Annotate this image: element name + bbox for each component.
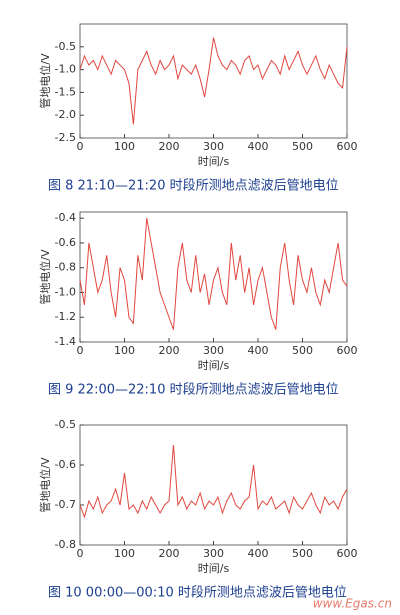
x-tick-label: 200 (159, 344, 180, 357)
y-tick-label: -1.0 (55, 285, 76, 298)
plot-frame (79, 211, 348, 343)
x-axis-label: 时间/s (198, 359, 230, 372)
x-tick-label: 500 (292, 547, 313, 560)
y-tick-label: -2.5 (55, 131, 76, 144)
y-tick-label: -0.8 (55, 538, 76, 551)
watermark: www.Egas.cn (313, 597, 392, 611)
x-tick-label: 0 (77, 547, 84, 560)
data-line (79, 37, 348, 125)
x-tick-label: 300 (203, 140, 224, 153)
caption: 图 10 00:00—00:10 时段所测地点滤波后管地电位 (48, 586, 347, 601)
x-tick-label: 0 (77, 344, 84, 357)
y-tick-label: -0.7 (55, 498, 76, 511)
y-tick-label: -0.5 (55, 40, 76, 53)
x-tick-label: 400 (248, 140, 269, 153)
x-axis-label: 时间/s (198, 155, 230, 168)
x-axis-label: 时间/s (198, 562, 230, 575)
data-line (79, 218, 348, 330)
y-axis-label: 管地电位/V (38, 249, 52, 305)
y-tick-label: -2.0 (55, 108, 76, 121)
y-tick-label: -0.5 (55, 418, 76, 431)
x-tick-label: 100 (114, 547, 135, 560)
x-tick-label: 300 (203, 547, 224, 560)
x-tick-label: 0 (77, 140, 84, 153)
y-tick-label: -1.2 (55, 310, 76, 323)
x-tick-label: 200 (159, 547, 180, 560)
plot-frame (79, 424, 348, 546)
y-axis-label: 管地电位/V (38, 53, 52, 109)
x-tick-label: 100 (114, 140, 135, 153)
x-tick-label: 600 (337, 547, 358, 560)
x-tick-label: 600 (337, 140, 358, 153)
y-tick-label: -1.0 (55, 63, 76, 76)
y-tick-label: -0.8 (55, 261, 76, 274)
y-tick-label: -0.6 (55, 458, 76, 471)
x-tick-label: 600 (337, 344, 358, 357)
y-tick-label: -0.4 (55, 211, 76, 224)
y-tick-label: -0.6 (55, 236, 76, 249)
x-tick-label: 500 (292, 140, 313, 153)
x-tick-label: 300 (203, 344, 224, 357)
y-tick-label: -1.4 (55, 335, 76, 348)
x-tick-label: 400 (248, 547, 269, 560)
caption: 图 9 22:00—22:10 时段所测地点滤波后管地电位 (48, 383, 339, 398)
y-tick-label: -1.5 (55, 85, 76, 98)
data-line (79, 444, 348, 519)
caption: 图 8 21:10—21:20 时段所测地点滤波后管地电位 (48, 179, 339, 194)
y-axis-label: 管地电位/V (38, 457, 52, 513)
x-tick-label: 500 (292, 344, 313, 357)
x-tick-label: 400 (248, 344, 269, 357)
x-tick-label: 100 (114, 344, 135, 357)
x-tick-label: 200 (159, 140, 180, 153)
